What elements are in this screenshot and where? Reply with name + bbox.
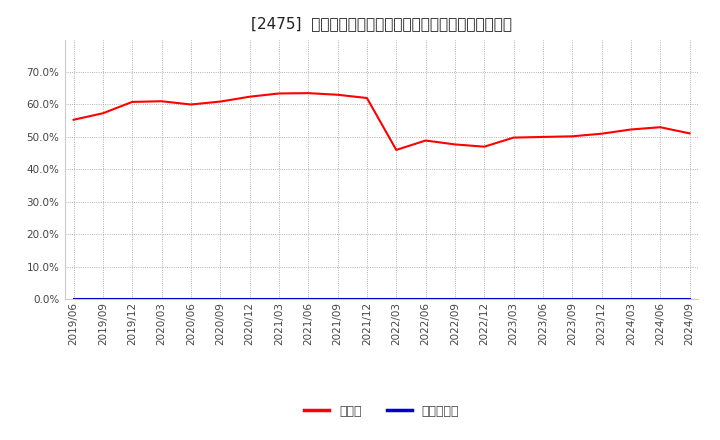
- Legend: 現預金, 有利子負債: 現預金, 有利子負債: [299, 400, 464, 423]
- Title: [2475]  現預金、有利子負債の総資産に対する比率の推移: [2475] 現預金、有利子負債の総資産に対する比率の推移: [251, 16, 512, 32]
